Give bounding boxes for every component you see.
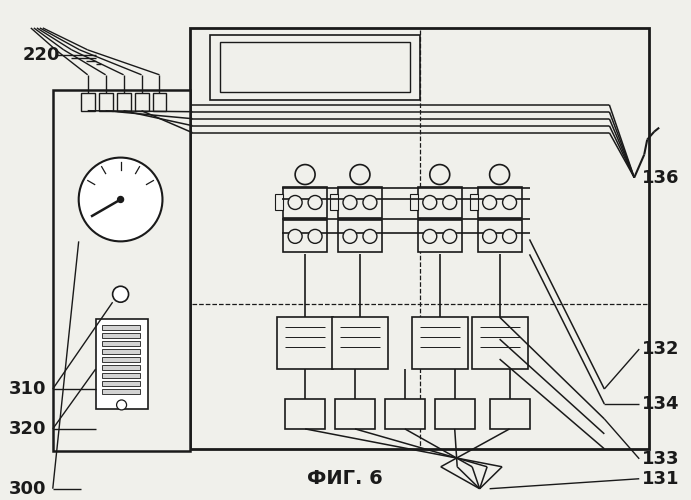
Circle shape [113, 286, 129, 302]
Circle shape [363, 196, 377, 209]
Bar [490, 399, 529, 429]
Bar [191, 28, 650, 449]
Circle shape [430, 164, 450, 184]
Circle shape [502, 196, 517, 209]
Bar [418, 220, 462, 252]
Text: 310: 310 [9, 380, 46, 398]
Circle shape [502, 230, 517, 243]
Bar [332, 317, 388, 369]
Text: 300: 300 [9, 480, 46, 498]
Bar [338, 186, 382, 218]
Circle shape [423, 230, 437, 243]
Bar [283, 220, 327, 252]
Circle shape [443, 230, 457, 243]
Circle shape [482, 196, 497, 209]
Circle shape [288, 230, 302, 243]
Bar [53, 90, 191, 451]
Bar [102, 349, 140, 354]
Bar [102, 333, 140, 338]
Bar [470, 194, 477, 210]
Bar [435, 399, 475, 429]
Bar [102, 389, 140, 394]
Bar [285, 399, 325, 429]
Bar [220, 42, 410, 92]
Bar [81, 93, 95, 110]
Bar [283, 186, 327, 218]
Circle shape [343, 230, 357, 243]
Bar [102, 373, 140, 378]
Bar [102, 365, 140, 370]
Circle shape [490, 164, 509, 184]
Text: 320: 320 [9, 420, 46, 438]
Text: 133: 133 [642, 450, 680, 468]
Text: 134: 134 [642, 395, 680, 413]
Bar [95, 319, 147, 409]
Circle shape [308, 196, 322, 209]
Bar [210, 35, 420, 100]
Text: 136: 136 [642, 168, 680, 186]
Circle shape [363, 230, 377, 243]
Bar [153, 93, 167, 110]
Bar [275, 194, 283, 210]
Circle shape [443, 196, 457, 209]
Bar [117, 93, 131, 110]
Bar [472, 317, 527, 369]
Circle shape [288, 196, 302, 209]
Text: 220: 220 [23, 46, 60, 64]
Circle shape [350, 164, 370, 184]
Bar [99, 93, 113, 110]
Bar [102, 381, 140, 386]
Bar [412, 317, 468, 369]
Bar [477, 186, 522, 218]
Bar [418, 186, 462, 218]
Bar [277, 317, 333, 369]
Circle shape [423, 196, 437, 209]
Text: 132: 132 [642, 340, 680, 358]
Bar [335, 399, 375, 429]
Bar [102, 341, 140, 346]
Circle shape [117, 400, 126, 410]
Circle shape [343, 196, 357, 209]
Bar [135, 93, 149, 110]
Circle shape [308, 230, 322, 243]
Circle shape [79, 158, 162, 242]
Circle shape [482, 230, 497, 243]
Bar [410, 194, 418, 210]
Bar [102, 325, 140, 330]
Text: ФИГ. 6: ФИГ. 6 [307, 470, 383, 488]
Text: 131: 131 [642, 470, 680, 488]
Bar [385, 399, 425, 429]
Circle shape [295, 164, 315, 184]
Bar [102, 357, 140, 362]
Bar [330, 194, 338, 210]
Circle shape [117, 196, 124, 202]
Bar [477, 220, 522, 252]
Bar [338, 220, 382, 252]
